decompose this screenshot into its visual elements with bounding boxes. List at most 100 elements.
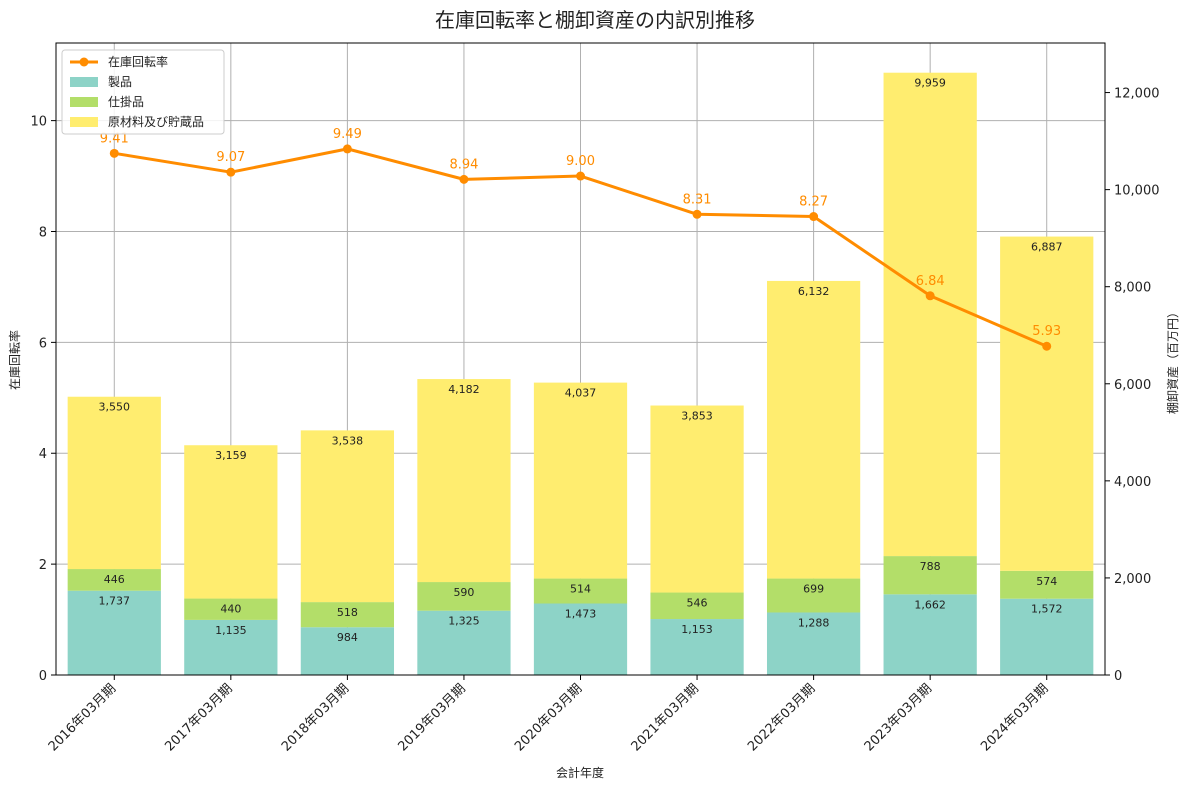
turnover-value-label: 8.31 xyxy=(683,192,712,207)
bar-segment xyxy=(417,379,511,583)
right-tick-label: 8,000 xyxy=(1114,281,1151,296)
turnover-point xyxy=(342,144,352,154)
bar-value-label: 446 xyxy=(104,573,125,586)
legend-swatch xyxy=(70,97,98,107)
legend-entry: 在庫回転率 xyxy=(108,54,168,69)
x-tick-label: 2024年03月期 xyxy=(978,681,1051,754)
legend-entry: 仕掛品 xyxy=(108,94,144,109)
bar-value-label: 699 xyxy=(803,583,824,596)
bar-segment xyxy=(883,556,977,595)
bar-value-label: 590 xyxy=(453,586,474,599)
x-axis-label: 会計年度 xyxy=(556,765,604,780)
legend-swatch xyxy=(70,117,98,127)
legend-marker xyxy=(79,57,89,67)
bar-segment xyxy=(67,590,161,675)
bar-value-label: 3,853 xyxy=(681,410,713,423)
bar-segment xyxy=(1000,570,1094,599)
bar-value-label: 1,662 xyxy=(914,598,946,611)
left-tick-label: 0 xyxy=(39,669,47,684)
turnover-value-label: 9.07 xyxy=(216,150,245,165)
turnover-point xyxy=(459,174,469,184)
right-tick-label: 0 xyxy=(1114,669,1122,684)
bar-value-label: 984 xyxy=(337,631,358,644)
legend-swatch xyxy=(70,77,98,87)
x-tick-label: 2023年03月期 xyxy=(862,681,935,754)
bar-segment xyxy=(650,592,744,620)
bar-value-label: 1,288 xyxy=(798,616,830,629)
bar-value-label: 1,153 xyxy=(681,623,713,636)
turnover-point xyxy=(692,209,702,219)
bar-segment xyxy=(533,382,628,579)
bar-value-label: 440 xyxy=(220,603,241,616)
bar-value-label: 9,959 xyxy=(914,77,946,90)
bar-segment xyxy=(184,445,278,599)
bar-segment xyxy=(300,430,395,603)
x-tick-label: 2021年03月期 xyxy=(629,681,702,754)
bar-value-label: 514 xyxy=(570,583,591,596)
bar-segment xyxy=(883,72,977,557)
turnover-value-label: 9.00 xyxy=(566,154,595,169)
bar-value-label: 6,887 xyxy=(1031,241,1063,254)
turnover-value-label: 5.93 xyxy=(1032,324,1061,339)
bar-value-label: 3,538 xyxy=(332,434,364,447)
right-tick-label: 10,000 xyxy=(1114,184,1160,199)
turnover-point xyxy=(226,167,236,177)
bar-segment xyxy=(650,405,744,593)
bar-segment xyxy=(533,578,628,604)
right-tick-label: 12,000 xyxy=(1114,87,1160,102)
bar-segment xyxy=(184,598,278,620)
left-tick-label: 2 xyxy=(39,558,47,573)
bar-value-label: 1,325 xyxy=(448,615,480,628)
bar-value-label: 1,473 xyxy=(565,608,597,621)
bar-value-label: 1,737 xyxy=(99,595,131,608)
legend-box xyxy=(61,49,225,135)
left-tick-label: 6 xyxy=(39,336,47,351)
x-tick-label: 2016年03月期 xyxy=(46,681,119,754)
bar-value-label: 1,572 xyxy=(1031,603,1063,616)
bar-value-label: 3,159 xyxy=(215,449,247,462)
bar-value-label: 546 xyxy=(687,597,708,610)
bar-value-label: 6,132 xyxy=(798,285,830,298)
bar-segment xyxy=(766,578,861,613)
turnover-point xyxy=(809,212,819,222)
bar-segment xyxy=(184,619,278,675)
turnover-value-label: 8.27 xyxy=(799,195,828,210)
stacked-bars: 1,737 446 3,550 1,135 440 3,159 984 518 3,538 1,3… xyxy=(67,72,1094,675)
bar-segment xyxy=(417,610,511,675)
bar-segment xyxy=(1000,236,1094,571)
x-tick-label: 2019年03月期 xyxy=(395,681,468,754)
turnover-point xyxy=(576,171,585,181)
right-tick-label: 2,000 xyxy=(1114,572,1151,587)
turnover-line: 9.41 9.07 9.49 8.94 9.00 8.31 8.27 6.84 5.93 xyxy=(100,127,1061,351)
right-tick-label: 6,000 xyxy=(1114,378,1151,393)
bar-value-label: 3,550 xyxy=(99,401,131,414)
right-tick-label: 4,000 xyxy=(1114,475,1151,490)
bar-segment xyxy=(766,612,861,675)
x-tick-label: 2018年03月期 xyxy=(279,681,352,754)
bar-value-label: 574 xyxy=(1036,575,1057,588)
left-tick-label: 8 xyxy=(39,225,47,240)
turnover-value-label: 6.84 xyxy=(916,274,945,289)
x-tick-label: 2017年03月期 xyxy=(162,681,235,754)
bar-segment xyxy=(766,280,861,579)
legend-entry: 製品 xyxy=(108,75,132,89)
left-axis-label: 在庫回転率 xyxy=(7,330,22,390)
bar-segment xyxy=(67,569,161,591)
bar-segment xyxy=(883,594,977,675)
turnover-point xyxy=(109,148,119,158)
bar-segment xyxy=(417,582,511,611)
right-axis-label: 棚卸資産（百万円） xyxy=(1165,306,1180,414)
turnover-value-label: 9.41 xyxy=(100,131,129,146)
turnover-value-label: 9.49 xyxy=(333,127,362,142)
bar-segment xyxy=(300,627,395,675)
left-tick-label: 10 xyxy=(30,115,47,130)
bar-segment xyxy=(67,396,161,570)
bar-value-label: 1,135 xyxy=(215,624,247,637)
turnover-value-label: 8.94 xyxy=(449,157,478,172)
turnover-point xyxy=(925,291,935,301)
bar-value-label: 4,182 xyxy=(448,383,480,396)
x-tick-label: 2020年03月期 xyxy=(512,681,585,754)
bar-segment xyxy=(300,602,395,628)
